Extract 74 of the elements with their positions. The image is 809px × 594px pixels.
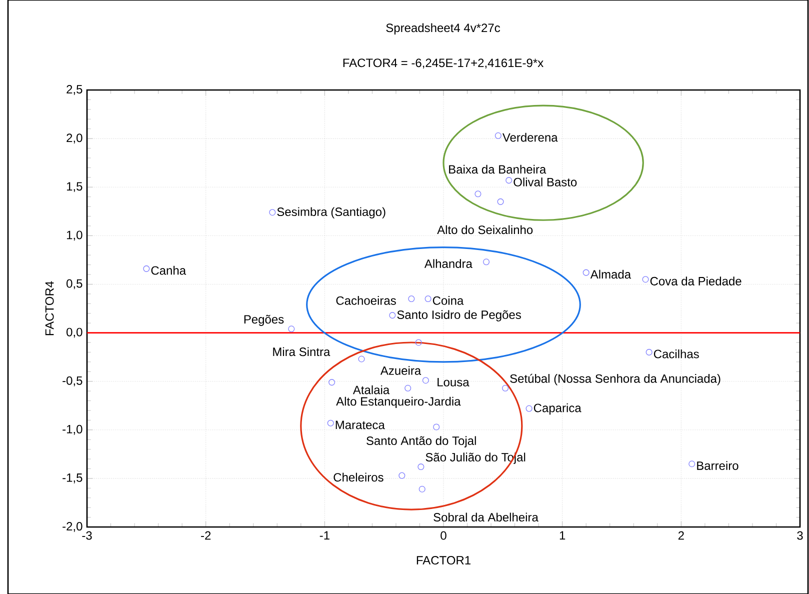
annotation: Alhandra [424, 259, 472, 268]
y-axis-title: FACTOR4 [45, 281, 54, 336]
annotation: Coina [432, 296, 464, 305]
y-tick-label: 1,0 [66, 230, 82, 241]
y-tick-label: 1,5 [66, 182, 82, 192]
annotation: Cheleiros [334, 472, 384, 482]
annotation: Atalaia [352, 385, 390, 394]
y-tick-label: -0,5 [62, 376, 82, 386]
annotation: Cachoeiras [336, 296, 396, 305]
point [422, 377, 429, 384]
point [526, 405, 532, 412]
chart-title: Spreadsheet4 4v*27c [386, 23, 500, 34]
y-tick-label: 2,5 [66, 85, 82, 95]
point [288, 326, 295, 332]
annotation: Lousa [438, 378, 470, 386]
annotation: Marateca [336, 420, 385, 430]
annotation: Mira Sintra [273, 347, 330, 356]
point [418, 486, 426, 492]
y-tick-label: -1,0 [62, 424, 82, 435]
point [408, 296, 415, 302]
point [494, 132, 502, 139]
annotation: Pegões [244, 314, 284, 326]
x-tick-label: -3 [82, 531, 92, 540]
point [327, 420, 334, 426]
annotation: Sesimbra (Santiago) [277, 207, 386, 218]
annotation: Santo Isidro de Pegões [397, 310, 521, 322]
x-tick-label: 2 [678, 531, 684, 540]
point [404, 384, 412, 392]
point [389, 312, 396, 319]
point [418, 464, 424, 470]
annotation: Cova da Piedade [650, 276, 742, 286]
x-axis-title: FACTOR1 [416, 556, 470, 565]
annotation: Sobral da Abelheira [434, 512, 538, 522]
point [424, 296, 432, 302]
annotation: Alto do Seixalinho [437, 225, 533, 234]
annotation: Azueira [380, 366, 422, 375]
point [688, 460, 696, 468]
annotation: Cacilhas [654, 349, 699, 358]
point [328, 379, 336, 386]
y-tick-label: -2,0 [62, 522, 82, 532]
point [646, 348, 652, 356]
point [497, 198, 504, 205]
point [398, 472, 406, 479]
point [582, 269, 590, 276]
point [483, 258, 490, 266]
annotation: Alto Estanqueiro-Jardia [336, 396, 461, 408]
x-tick-label: 3 [797, 531, 803, 540]
annotation: Olival Basto [514, 178, 577, 186]
annotation: Canha [151, 266, 186, 275]
chart-subtitle: FACTOR4 = -6,245E-17+2,4161E-9*x [343, 58, 544, 69]
point [269, 209, 276, 216]
point [415, 339, 422, 346]
point [358, 356, 365, 362]
annotation: Setúbal (Nossa Senhora da Anunciada) [510, 374, 720, 386]
annotation: Verderena [502, 132, 558, 142]
y-tick-label: -1,5 [62, 474, 82, 484]
y-tick-label: 0,0 [66, 328, 82, 338]
y-tick-label: 0,5 [66, 279, 82, 290]
annotation: Baixa da Banheira [449, 164, 546, 174]
annotation: Almada [590, 270, 632, 279]
x-tick-label: 0 [440, 531, 446, 540]
y-tick-label: 2,0 [66, 134, 82, 144]
point [474, 190, 482, 198]
point [506, 177, 512, 184]
point [433, 424, 440, 430]
x-tick-label: -2 [201, 531, 211, 540]
x-tick-label: 1 [560, 531, 566, 540]
x-tick-label: -1 [320, 531, 330, 540]
point [143, 265, 150, 272]
annotation: Caparica [534, 403, 582, 415]
annotation: Barreiro [697, 461, 738, 470]
point [642, 276, 649, 283]
point [502, 384, 509, 392]
annotation: Santo Antão do Tojal [366, 436, 476, 448]
